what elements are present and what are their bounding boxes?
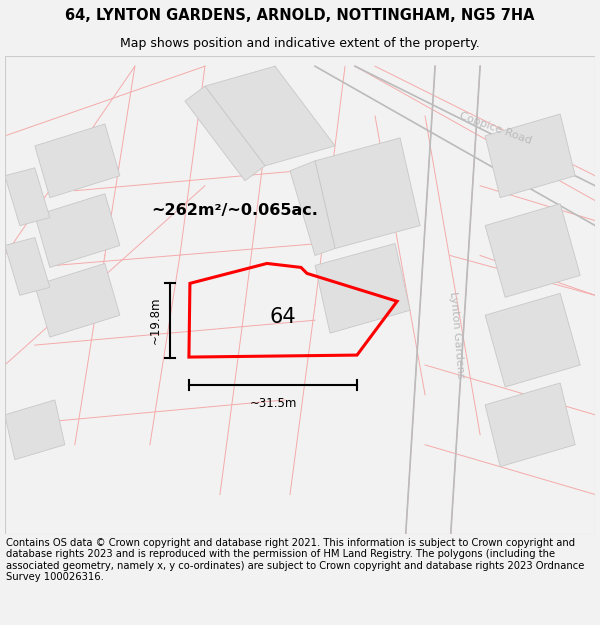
Text: Lynton Gardens: Lynton Gardens (448, 291, 466, 379)
Polygon shape (5, 400, 65, 459)
Polygon shape (315, 138, 420, 249)
Polygon shape (205, 66, 335, 166)
Polygon shape (35, 194, 120, 268)
Polygon shape (485, 293, 580, 387)
Text: ~19.8m: ~19.8m (149, 297, 162, 344)
Polygon shape (5, 168, 50, 226)
Polygon shape (485, 383, 575, 467)
Text: Contains OS data © Crown copyright and database right 2021. This information is : Contains OS data © Crown copyright and d… (6, 538, 584, 582)
Polygon shape (485, 114, 575, 198)
Text: ~31.5m: ~31.5m (249, 397, 296, 410)
Text: 64, LYNTON GARDENS, ARNOLD, NOTTINGHAM, NG5 7HA: 64, LYNTON GARDENS, ARNOLD, NOTTINGHAM, … (65, 8, 535, 23)
Polygon shape (185, 86, 265, 181)
Polygon shape (315, 244, 410, 333)
Text: 64: 64 (269, 308, 296, 328)
Polygon shape (485, 204, 580, 298)
Polygon shape (35, 124, 120, 198)
Text: ~262m²/~0.065ac.: ~262m²/~0.065ac. (152, 203, 319, 218)
Text: Coppice Road: Coppice Road (458, 110, 533, 146)
Text: Map shows position and indicative extent of the property.: Map shows position and indicative extent… (120, 38, 480, 50)
Polygon shape (290, 161, 335, 256)
Polygon shape (35, 264, 120, 337)
Polygon shape (5, 238, 50, 295)
